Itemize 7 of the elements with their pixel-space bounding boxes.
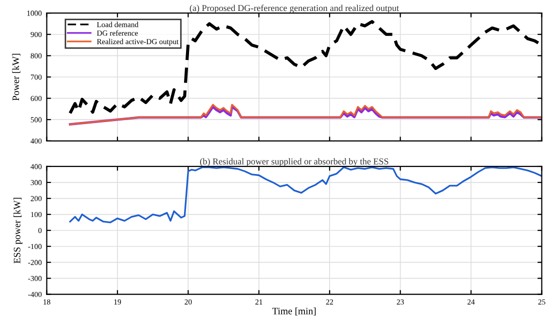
line-series [69,166,542,224]
chart-title: (b) Residual power supplied or absorbed by the ESS [200,158,388,166]
chart-title: (a) Proposed DG-reference generation and realized output [190,4,399,13]
y-axis-title: ESS power [kW] [14,198,22,264]
y-axis-title: Power [kW] [12,54,20,101]
line-series [68,20,542,115]
x-axis-title: Time [min] [272,307,316,316]
